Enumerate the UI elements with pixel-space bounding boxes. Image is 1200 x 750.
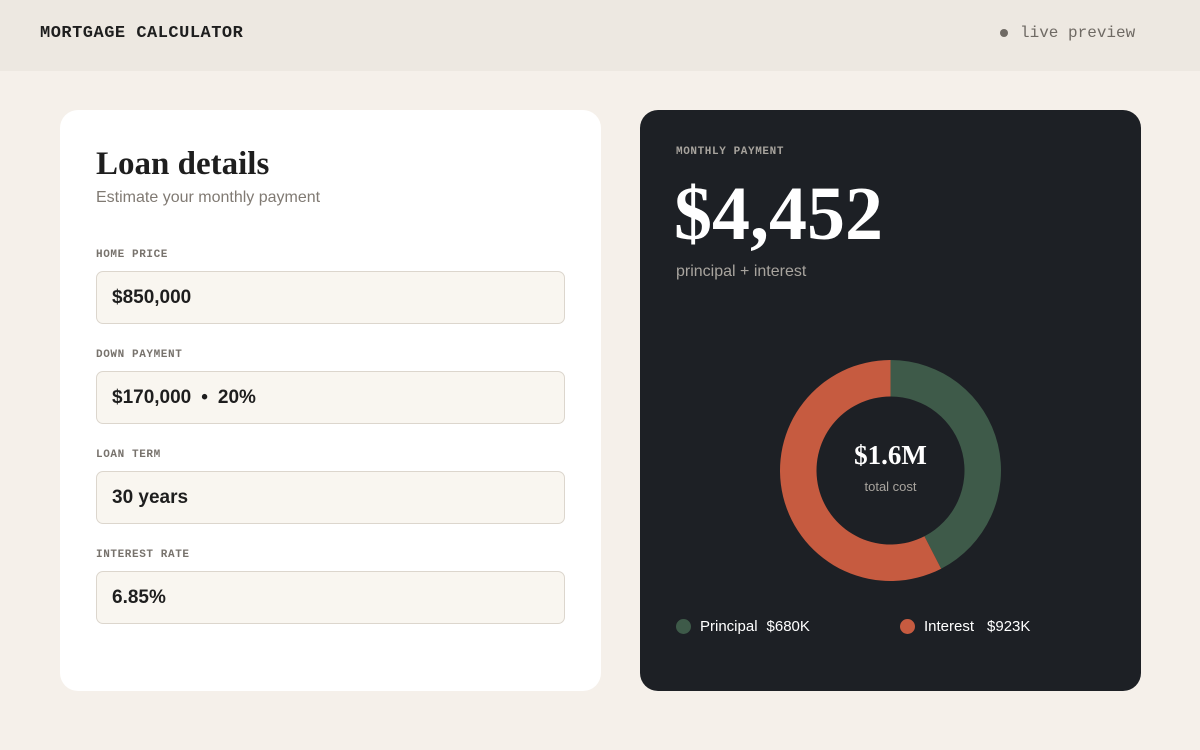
payment-summary-card: MONTHLY PAYMENT $4,452 principal + inter… bbox=[640, 110, 1141, 691]
legend-interest: Interest $923K bbox=[900, 618, 1030, 635]
monthly-payment-value: $4,452 bbox=[674, 172, 883, 256]
principal-swatch bbox=[676, 619, 691, 634]
monthly-payment-sub: principal + interest bbox=[676, 263, 807, 280]
home-price-label: HOME PRICE bbox=[96, 249, 169, 261]
loan-details-card: Loan details Estimate your monthly payme… bbox=[60, 110, 601, 691]
app-title: MORTGAGE CALCULATOR bbox=[40, 24, 244, 43]
legend-interest-value: $923K bbox=[987, 618, 1031, 635]
loan-term-field: LOAN TERM 30 years bbox=[96, 449, 565, 524]
legend-interest-name: Interest bbox=[924, 618, 975, 635]
down-payment-separator: • bbox=[201, 386, 208, 408]
cost-donut-chart bbox=[780, 360, 1001, 581]
loan-term-input[interactable]: 30 years bbox=[96, 471, 565, 524]
donut-slice-principal bbox=[890, 360, 1001, 569]
interest-rate-input[interactable]: 6.85% bbox=[96, 571, 565, 624]
loan-details-subtitle: Estimate your monthly payment bbox=[96, 189, 321, 206]
home-price-field: HOME PRICE $850,000 bbox=[96, 249, 565, 324]
monthly-payment-label: MONTHLY PAYMENT bbox=[676, 146, 785, 158]
interest-swatch bbox=[900, 619, 915, 634]
loan-term-value: 30 years bbox=[112, 486, 189, 508]
home-price-input[interactable]: $850,000 bbox=[96, 271, 565, 324]
interest-rate-field: INTEREST RATE 6.85% bbox=[96, 549, 565, 624]
loan-term-label: LOAN TERM bbox=[96, 449, 161, 461]
live-preview-label: live preview bbox=[1020, 24, 1136, 42]
status-dot-icon bbox=[1000, 29, 1008, 37]
interest-rate-value: 6.85% bbox=[112, 586, 166, 608]
donut-slice-interest bbox=[780, 360, 942, 581]
down-payment-percent: 20% bbox=[217, 386, 256, 408]
legend-principal-value: $680K bbox=[766, 618, 810, 635]
live-preview-status: live preview bbox=[1000, 24, 1135, 42]
total-cost-label: total cost bbox=[864, 479, 917, 494]
legend-principal: Principal $680K bbox=[676, 618, 810, 635]
down-payment-value: $170,000 bbox=[112, 386, 192, 408]
total-cost-value: $1.6M bbox=[854, 440, 927, 470]
legend-principal-name: Principal bbox=[700, 618, 758, 635]
home-price-value: $850,000 bbox=[112, 286, 192, 308]
loan-details-title: Loan details bbox=[96, 146, 270, 182]
down-payment-field: DOWN PAYMENT $170,000 • 20% bbox=[96, 349, 565, 424]
down-payment-label: DOWN PAYMENT bbox=[96, 349, 183, 361]
interest-rate-label: INTEREST RATE bbox=[96, 549, 190, 561]
down-payment-input[interactable]: $170,000 • 20% bbox=[96, 371, 565, 424]
top-bar: MORTGAGE CALCULATOR live preview bbox=[0, 0, 1200, 71]
